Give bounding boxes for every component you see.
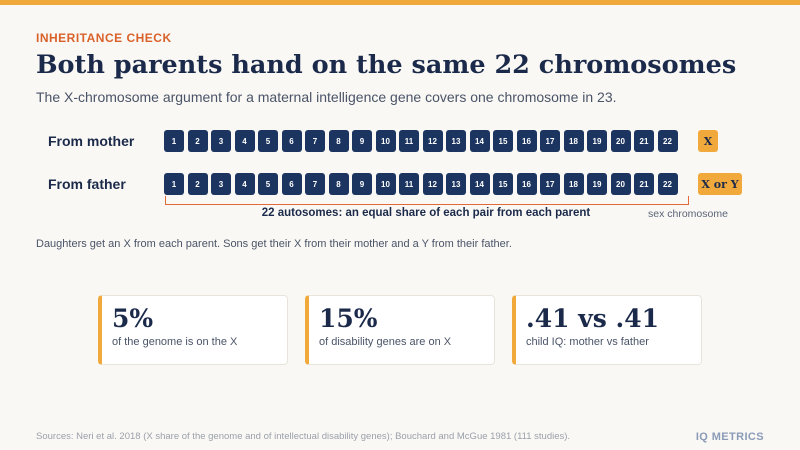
- autosome-8-father: 8: [328, 173, 349, 195]
- stat-card-genome-share: 5% of the genome is on the X: [98, 295, 288, 365]
- stat-value: 5%: [112, 304, 154, 333]
- autosome-3-mother: 3: [211, 130, 231, 152]
- autosome-7-mother: 7: [305, 130, 325, 152]
- autosome-1-mother: 1: [164, 130, 184, 152]
- autosome-4-father: 4: [234, 173, 255, 195]
- row-label-father: From father: [48, 176, 126, 192]
- autosome-13-mother: 13: [446, 130, 466, 152]
- autosome-16-mother: 16: [516, 130, 537, 152]
- stat-description: of the genome is on the X: [112, 336, 238, 348]
- autosome-4-mother: 4: [234, 130, 255, 152]
- autosome-21-father: 21: [634, 173, 654, 195]
- autosome-19-father: 19: [587, 173, 607, 195]
- stat-card-disability-genes: 15% of disability genes are on X: [305, 295, 495, 365]
- autosome-9-mother: 9: [352, 130, 372, 152]
- row-label-mother: From mother: [48, 133, 135, 149]
- autosome-18-father: 18: [563, 173, 584, 195]
- autosome-12-mother: 12: [422, 130, 443, 152]
- autosome-8-mother: 8: [328, 130, 349, 152]
- stat-value: .41 vs .41: [526, 304, 659, 333]
- autosome-22-father: 22: [657, 173, 678, 195]
- autosome-22-mother: 22: [657, 130, 678, 152]
- autosome-14-father: 14: [469, 173, 490, 195]
- stat-value: 15%: [319, 304, 378, 333]
- autosome-2-father: 2: [187, 173, 208, 195]
- inheritance-note: Daughters get an X from each parent. Son…: [36, 238, 512, 250]
- autosome-6-mother: 6: [281, 130, 302, 152]
- autosome-20-father: 20: [610, 173, 631, 195]
- sources-footnote: Sources: Neri et al. 2018 (X share of th…: [36, 431, 571, 442]
- sex-chromosome-mother: X: [698, 130, 718, 152]
- sex-chromosome-label: sex chromosome: [648, 208, 728, 220]
- autosome-3-father: 3: [211, 173, 231, 195]
- page-title: Both parents hand on the same 22 chromos…: [36, 50, 737, 80]
- autosome-17-father: 17: [540, 173, 560, 195]
- autosome-bracket-label: 22 autosomes: an equal share of each pai…: [261, 207, 591, 219]
- autosome-9-father: 9: [352, 173, 372, 195]
- autosome-11-father: 11: [399, 173, 419, 195]
- autosome-14-mother: 14: [469, 130, 490, 152]
- autosome-21-mother: 21: [634, 130, 654, 152]
- autosome-7-father: 7: [305, 173, 325, 195]
- stat-card-child-iq: .41 vs .41 child IQ: mother vs father: [512, 295, 702, 365]
- autosome-18-mother: 18: [563, 130, 584, 152]
- autosome-bracket: [165, 196, 689, 205]
- autosome-15-father: 15: [493, 173, 513, 195]
- autosome-17-mother: 17: [540, 130, 560, 152]
- autosome-5-mother: 5: [258, 130, 278, 152]
- autosome-16-father: 16: [516, 173, 537, 195]
- sex-chromosome-father: X or Y: [698, 173, 742, 195]
- autosome-11-mother: 11: [399, 130, 419, 152]
- autosome-2-mother: 2: [187, 130, 208, 152]
- autosome-10-father: 10: [375, 173, 396, 195]
- autosome-13-father: 13: [446, 173, 466, 195]
- stat-description: of disability genes are on X: [319, 336, 452, 348]
- autosome-20-mother: 20: [610, 130, 631, 152]
- autosome-15-mother: 15: [493, 130, 513, 152]
- top-accent-bar: [0, 0, 800, 5]
- autosome-19-mother: 19: [587, 130, 607, 152]
- page-subtitle: The X-chromosome argument for a maternal…: [36, 89, 617, 105]
- kicker-label: INHERITANCE CHECK: [36, 31, 172, 45]
- stat-description: child IQ: mother vs father: [526, 336, 649, 348]
- autosome-12-father: 12: [422, 173, 443, 195]
- brand-logo-text: IQ METRICS: [695, 431, 764, 443]
- autosome-6-father: 6: [281, 173, 302, 195]
- autosome-5-father: 5: [258, 173, 278, 195]
- autosome-1-father: 1: [164, 173, 184, 195]
- autosome-10-mother: 10: [375, 130, 396, 152]
